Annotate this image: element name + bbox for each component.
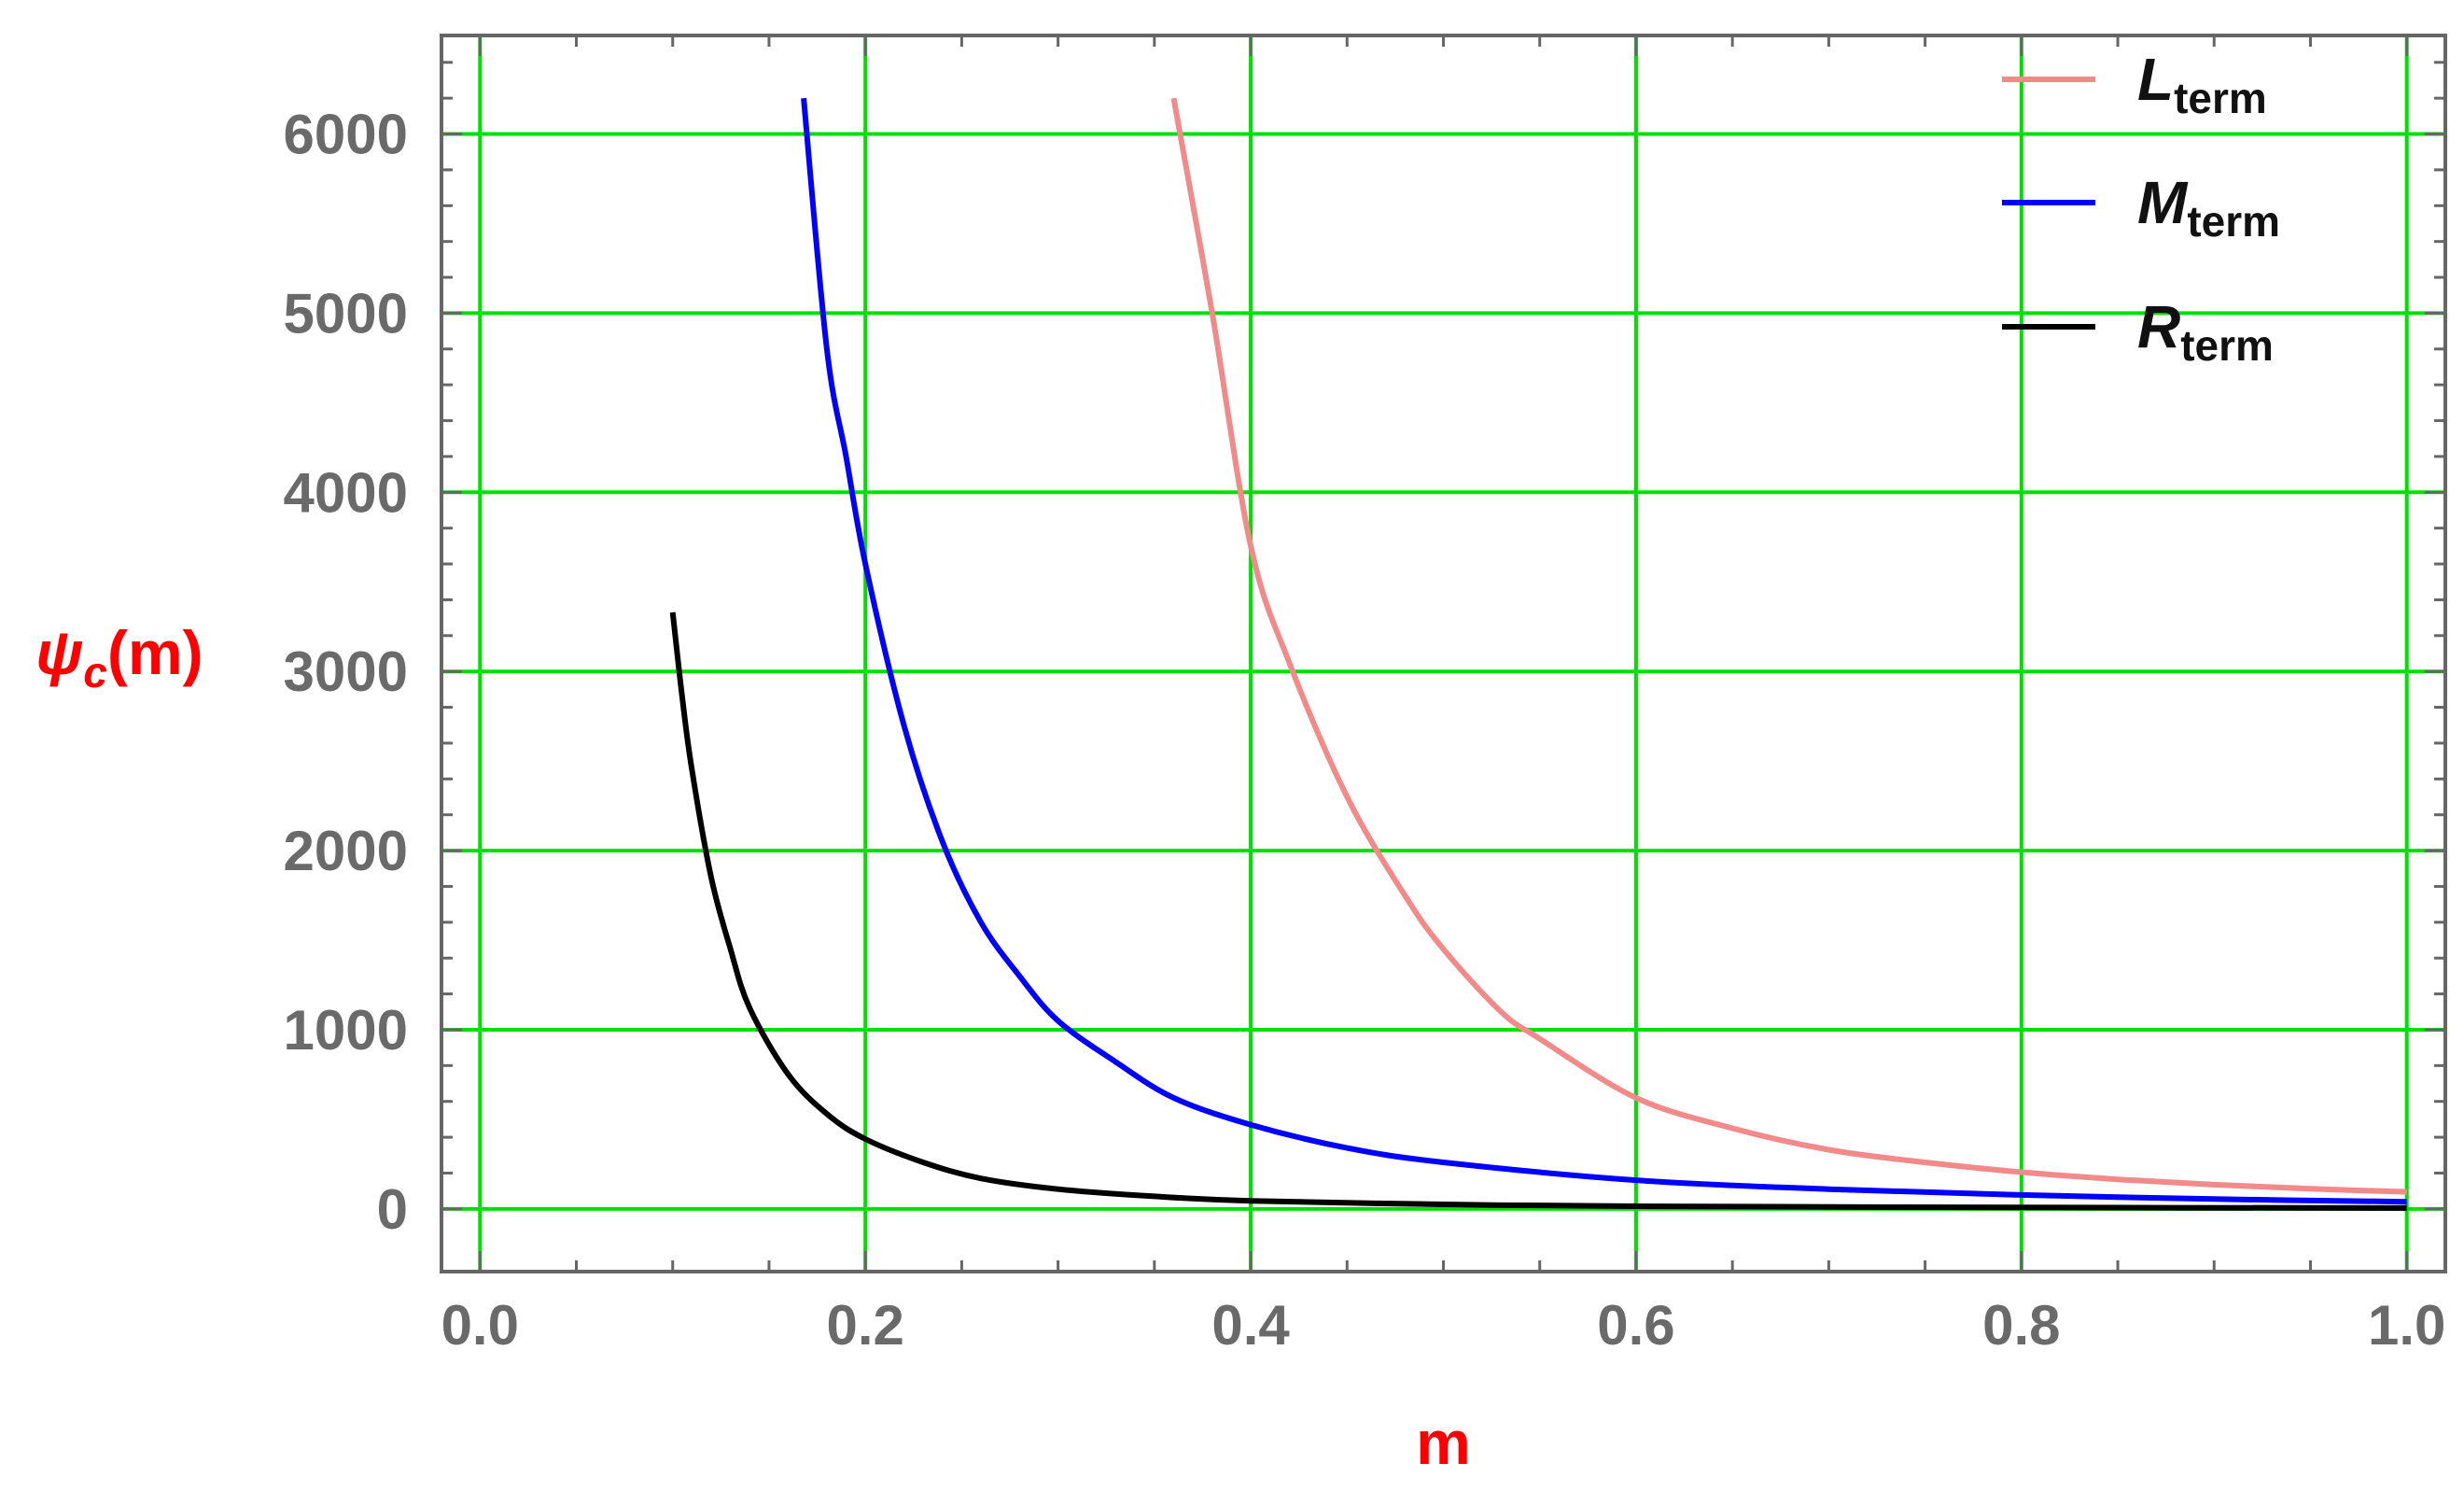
y-axis-subscript: c <box>83 648 107 696</box>
y-axis-suffix: (m) <box>107 618 203 687</box>
x-axis-title: m <box>1416 1408 1471 1477</box>
y-tick-label: 4000 <box>284 461 408 524</box>
x-tick-label: 0.8 <box>1982 1294 2060 1357</box>
grid-lines <box>441 35 2445 1272</box>
legend-label-l: Lterm <box>2137 46 2267 122</box>
series-line-r-term <box>669 612 2407 1211</box>
x-tick-label: 1.0 <box>2368 1294 2445 1357</box>
y-axis-title: ψc(m) <box>35 618 203 696</box>
y-tick-label: 6000 <box>284 104 408 166</box>
x-tick-label: 0.2 <box>826 1294 903 1357</box>
series-line-m-term <box>801 97 2407 1205</box>
y-tick-label: 3000 <box>284 640 408 703</box>
x-tick-labels: 0.0 0.2 0.4 0.6 0.8 1.0 <box>441 1294 2446 1357</box>
x-tick-label: 0.4 <box>1211 1294 1290 1357</box>
y-tick-labels: 0 1000 2000 3000 4000 5000 6000 <box>284 104 408 1241</box>
legend: Lterm Mterm Rterm <box>2002 46 2280 370</box>
x-tick-label: 0.0 <box>441 1294 519 1357</box>
series-lines <box>669 97 2407 1211</box>
y-tick-label: 5000 <box>284 282 408 345</box>
legend-label-r: Rterm <box>2137 293 2274 370</box>
series-line-l-term <box>1170 97 2407 1195</box>
minor-ticks <box>441 35 2445 1272</box>
y-tick-label: 2000 <box>284 820 408 882</box>
y-tick-label: 0 <box>377 1178 408 1241</box>
legend-label-m: Mterm <box>2137 169 2280 246</box>
y-axis-symbol: ψ <box>35 618 83 687</box>
x-tick-label: 0.6 <box>1597 1294 1674 1357</box>
y-tick-label: 1000 <box>284 999 408 1062</box>
